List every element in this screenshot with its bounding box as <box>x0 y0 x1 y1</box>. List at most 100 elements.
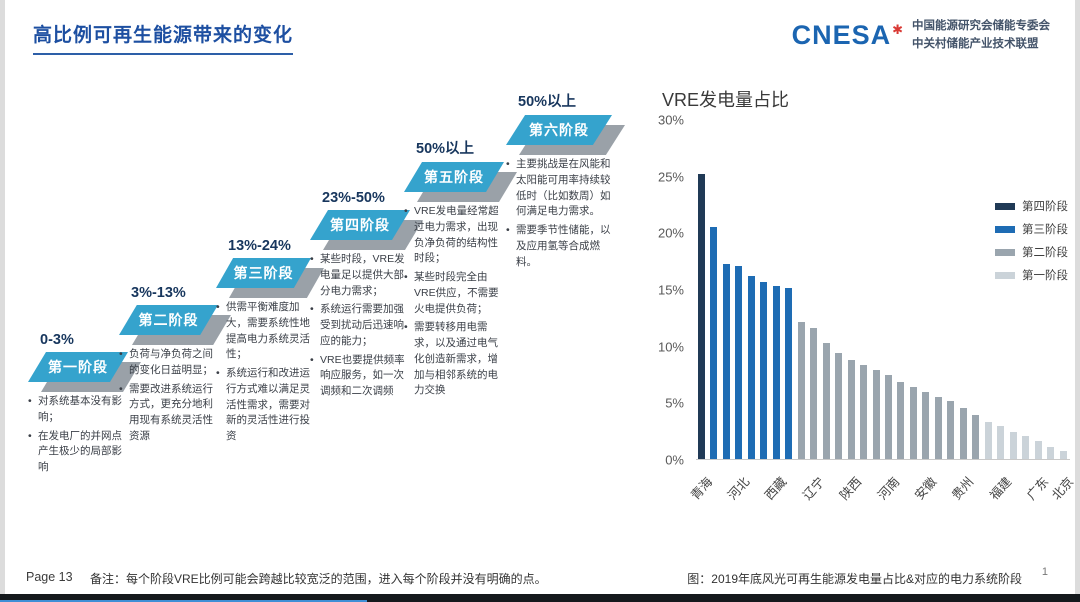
x-label: 福建 <box>986 474 1015 503</box>
x-label: 西藏 <box>762 474 790 503</box>
bar <box>972 414 980 459</box>
stage-1-label: 第一阶段 <box>28 352 128 382</box>
cnesa-brand-text: CNESA <box>791 20 892 51</box>
stage-6-label: 第六阶段 <box>506 115 612 145</box>
legend-label: 第四阶段 <box>1022 201 1068 213</box>
bar <box>785 288 793 459</box>
letterbox-left <box>0 0 5 594</box>
stage-block-5: 50%以上 第五阶段 VRE发电量经常超过电力需求，出现负净负荷的结构性时段； … <box>404 128 517 402</box>
video-progress[interactable] <box>0 600 368 602</box>
stage-6-step: 第六阶段 <box>506 115 625 155</box>
bar <box>710 227 718 459</box>
bar <box>760 281 768 459</box>
chart-title: VRE发电量占比 <box>662 90 790 110</box>
stage-3-bullets: 供需平衡难度加大，需要系统性地提高电力系统灵活性； 系统运行和改进运行方式难以满… <box>216 300 311 445</box>
bullet: 需要改进系统运行方式，更充分地利用现有系统灵活性资源 <box>119 382 218 445</box>
bar-辽宁 <box>810 327 818 459</box>
legend-swatch <box>995 202 1015 210</box>
stage-2-bullets: 负荷与净负荷之间的变化日益明显； 需要改进系统运行方式，更充分地利用现有系统灵活… <box>119 347 218 445</box>
chart-plot-area: 30% 25% 20% 15% 10% 5% 0% 青海 河北 西藏 辽宁 陕西 河南 安徽 贵州 福建 广东… <box>648 113 1076 503</box>
stage-2-label: 第二阶段 <box>119 305 218 335</box>
y-tick: 25% <box>657 169 684 185</box>
stage-6-bullets: 主要挑战是在风能和太阳能可用率持续较低时（比如数周）如何满足电力需求。 需要季节… <box>506 157 612 270</box>
bullet: 需要转移用电需求，以及通过电气化创造新需求，增加与相邻系统的电力交换 <box>404 320 504 399</box>
y-tick: 15% <box>657 282 684 298</box>
bullet: 需要季节性储能，以及应用氢等合成燃料。 <box>506 223 612 270</box>
stage-block-6: 50%以上 第六阶段 主要挑战是在风能和太阳能可用率持续较低时（比如数周）如何满… <box>506 81 625 273</box>
legend-item: 第一阶段 <box>995 267 1068 283</box>
bar-安徽 <box>922 392 930 459</box>
figure-caption: 图：2019年底风光可再生能源发电量占比&对应的电力系统阶段 <box>687 572 1022 586</box>
bar <box>897 382 905 459</box>
stage-block-3: 13%-24% 第三阶段 供需平衡难度加大，需要系统性地提高电力系统灵活性； 系… <box>216 224 324 448</box>
bullet: 主要挑战是在风能和太阳能可用率持续较低时（比如数周）如何满足电力需求。 <box>506 157 612 220</box>
bullet: 系统运行和改进运行方式难以满足灵活性需求，需要对新的灵活性进行投资 <box>216 366 311 445</box>
y-tick: 0% <box>665 452 684 468</box>
stage-5-range: 50%以上 <box>416 141 475 157</box>
stage-5-label: 第五阶段 <box>404 162 504 192</box>
stage-2-range: 3%-13% <box>131 285 186 301</box>
stage-3-range: 13%-24% <box>228 238 291 254</box>
legend-item: 第三阶段 <box>995 221 1068 237</box>
bar <box>722 263 730 459</box>
stage-4-range: 23%-50% <box>322 190 385 206</box>
video-player-bar[interactable] <box>0 594 1080 602</box>
stage-3-step: 第三阶段 <box>216 258 324 298</box>
stage-5-bullets: VRE发电量经常超过电力需求，出现负净负荷的结构性时段； 某些时段完全由VRE供… <box>404 204 504 399</box>
legend-swatch <box>995 248 1015 256</box>
bar <box>1022 436 1030 459</box>
y-axis: 30% 25% 20% 15% 10% 5% 0% <box>648 113 692 468</box>
x-label: 青海 <box>687 474 715 503</box>
letterbox-right <box>1075 0 1080 594</box>
bar <box>822 342 830 459</box>
bar <box>872 369 880 459</box>
x-axis-labels: 青海 河北 西藏 辽宁 陕西 河南 安徽 贵州 福建 广东 北京 <box>688 468 1077 538</box>
bullet: 某些时段完全由VRE供应，不需要火电提供负荷； <box>404 270 504 317</box>
bullet: VRE也要提供频率响应服务，如一次调频和二次调频 <box>310 353 410 400</box>
bars-area <box>696 120 1070 460</box>
x-label: 河南 <box>874 474 902 503</box>
stage-4-label: 第四阶段 <box>310 210 410 240</box>
bar <box>747 275 755 459</box>
bar <box>860 365 868 459</box>
bullet: VRE发电量经常超过电力需求，出现负净负荷的结构性时段； <box>404 204 504 267</box>
stage-block-4: 23%-50% 第四阶段 某些时段，VRE发电量足以提供大部分电力需求； 系统运… <box>310 176 423 403</box>
x-label: 陕西 <box>837 474 865 503</box>
bar <box>934 396 942 459</box>
bar <box>909 386 917 459</box>
x-label: 安徽 <box>912 474 940 503</box>
cnesa-wordmark: CNESA ✱ <box>792 20 903 51</box>
stage-block-1: 0-3% 第一阶段 对系统基本没有影响； 在发电厂的并网点产生极少的局部影响 <box>28 318 141 479</box>
chart-legend: 第四阶段第三阶段第二阶段第一阶段 <box>995 198 1068 283</box>
stage-4-step: 第四阶段 <box>310 210 423 250</box>
bar-河北 <box>735 265 743 459</box>
stage-4-bullets: 某些时段，VRE发电量足以提供大部分电力需求； 系统运行需要加强受到扰动后迅速响… <box>310 252 410 400</box>
y-tick: 20% <box>657 225 684 241</box>
bar-福建 <box>997 426 1005 459</box>
bullet: 某些时段，VRE发电量足以提供大部分电力需求； <box>310 252 410 299</box>
bullet: 系统运行需要加强受到扰动后迅速响应的能力； <box>310 302 410 349</box>
x-label: 贵州 <box>949 474 977 503</box>
bar <box>984 421 992 459</box>
bar <box>797 322 805 459</box>
stage-2-step: 第二阶段 <box>119 305 231 345</box>
legend-swatch <box>995 225 1015 233</box>
y-tick: 5% <box>665 395 684 411</box>
bullet: 对系统基本没有影响； <box>28 394 128 426</box>
footnote: 备注：每个阶段VRE比例可能会跨越比较宽泛的范围，进入每个阶段并没有明确的点。 <box>90 572 547 586</box>
bullet: 在发电厂的并网点产生极少的局部影响 <box>28 429 128 476</box>
cnesa-star-icon: ✱ <box>892 22 903 38</box>
bar <box>1009 431 1017 459</box>
bar <box>947 401 955 459</box>
x-label: 河北 <box>725 474 753 503</box>
org-line-2: 中关村储能产业技术联盟 <box>912 37 1039 50</box>
footer: Page 13 备注：每个阶段VRE比例可能会跨越比较宽泛的范围，进入每个阶段并… <box>0 566 1080 592</box>
legend-label: 第一阶段 <box>1022 270 1068 282</box>
stage-6-range: 50%以上 <box>518 94 577 110</box>
legend-item: 第二阶段 <box>995 244 1068 260</box>
bar-北京 <box>1059 451 1067 459</box>
page-title: 高比例可再生能源带来的变化 <box>33 20 294 55</box>
stage-1-range: 0-3% <box>40 332 74 348</box>
page-number: 1 <box>1041 566 1048 578</box>
bar-西藏 <box>772 286 780 459</box>
